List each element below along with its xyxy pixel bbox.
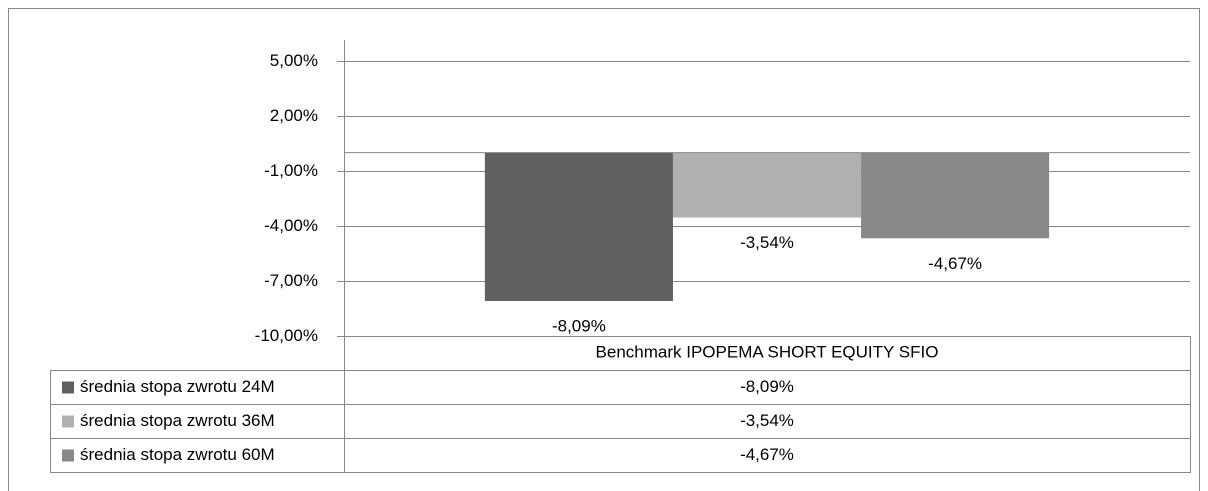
data-label: -4,67% <box>928 254 982 273</box>
data-table-row <box>50 438 1191 473</box>
data-table-value: -8,09% <box>740 377 794 396</box>
y-tick-label: -7,00% <box>264 271 318 290</box>
data-label: -8,09% <box>552 316 606 335</box>
bar <box>861 152 1050 239</box>
data-label: -3,54% <box>740 233 794 252</box>
data-table-value: -4,67% <box>740 445 794 464</box>
legend-key <box>62 449 74 462</box>
data-table-value: -3,54% <box>740 411 794 430</box>
y-tick-label: -4,00% <box>264 216 318 235</box>
legend-key <box>62 415 74 428</box>
chart-border <box>8 8 1200 491</box>
legend-label: średnia stopa zwrotu 60M <box>80 445 275 464</box>
bar <box>672 152 862 218</box>
legend-label: średnia stopa zwrotu 24M <box>80 377 275 396</box>
legend-key <box>62 381 74 394</box>
bar <box>484 152 673 301</box>
y-tick-label: 2,00% <box>270 106 318 125</box>
y-tick-label: 5,00% <box>270 51 318 70</box>
y-tick-label: -10,00% <box>255 326 318 345</box>
x-tick-label: Benchmark IPOPEMA SHORT EQUITY SFIO <box>596 342 939 361</box>
legend-label: średnia stopa zwrotu 36M <box>80 411 275 430</box>
y-tick-label: -1,00% <box>264 161 318 180</box>
